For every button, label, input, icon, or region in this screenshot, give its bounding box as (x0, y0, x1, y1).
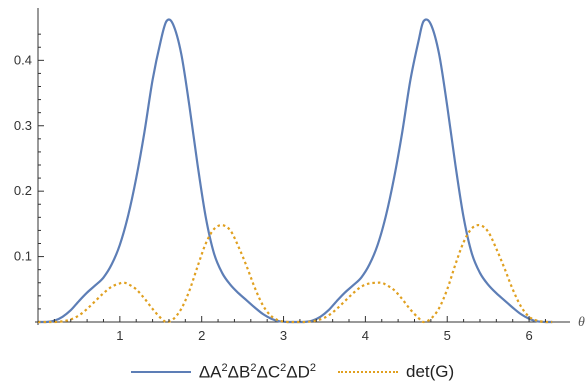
legend-swatch-dotted (338, 371, 398, 373)
x-tick-label: 2 (198, 328, 205, 343)
x-tick-label: 5 (444, 328, 451, 343)
series-line-det-g (38, 223, 553, 324)
line-chart: 1 2 3 4 5 6 0.1 0.2 0.3 0.4 θ (14, 8, 585, 343)
x-tick-label: 6 (525, 328, 532, 343)
series-line-uncertainty-product (38, 18, 553, 324)
legend-item-uncertainty-product: ΔA2ΔB2ΔC2ΔD2 (130, 361, 316, 383)
legend-item-det-g: det(G) (338, 362, 454, 382)
legend-swatch-solid (130, 371, 191, 373)
x-tick-label: 4 (362, 328, 369, 343)
axes (35, 8, 570, 325)
y-tick-label: 0.1 (14, 249, 32, 264)
ticks: 1 2 3 4 5 6 0.1 0.2 0.3 0.4 θ (14, 33, 585, 343)
legend-label-uncertainty-product: ΔA2ΔB2ΔC2ΔD2 (198, 361, 316, 382)
series-layer (38, 18, 553, 324)
y-tick-label: 0.2 (14, 183, 32, 198)
legend: ΔA2ΔB2ΔC2ΔD2 det(G) (0, 358, 585, 386)
y-tick-label: 0.4 (14, 52, 32, 67)
x-axis-label: θ (578, 315, 585, 330)
legend-label-det-g: det(G) (406, 362, 455, 381)
x-tick-label: 3 (280, 328, 287, 343)
y-tick-label: 0.3 (14, 118, 32, 133)
x-tick-label: 1 (116, 328, 123, 343)
